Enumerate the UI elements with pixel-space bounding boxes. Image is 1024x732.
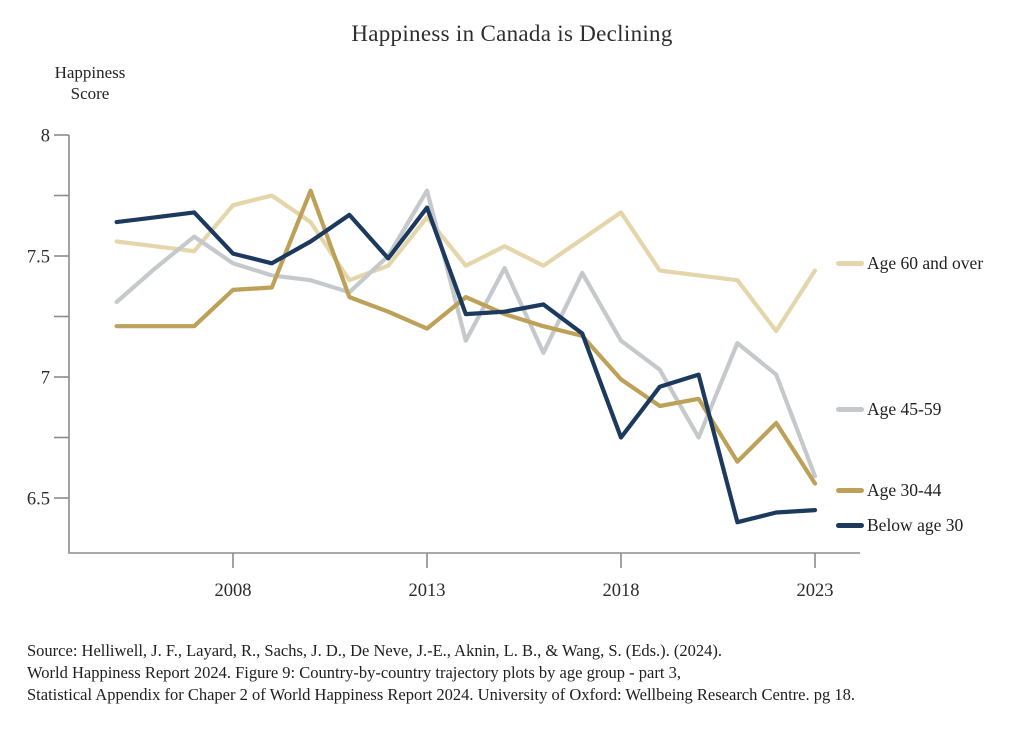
y-tick-label: 6.5 — [27, 490, 50, 510]
legend-item-age-45-59: Age 45-59 — [836, 399, 941, 420]
legend-label-age-60-plus: Age 60 and over — [867, 253, 984, 273]
source-line-1: Source: Helliwell, J. F., Layard, R., Sa… — [27, 641, 722, 660]
legend-item-age-30-44: Age 30-44 — [836, 480, 941, 501]
chart-title: Happiness in Canada is Declining — [351, 21, 673, 46]
source-citation: Source: Helliwell, J. F., Layard, R., Sa… — [27, 640, 855, 706]
series-line-age-30-44 — [114, 188, 818, 486]
legend-label-age-30-44: Age 30-44 — [867, 480, 942, 500]
source-line-3: Statistical Appendix for Chaper 2 of Wor… — [27, 685, 855, 704]
source-line-2: World Happiness Report 2024. Figure 9: C… — [27, 663, 681, 682]
happiness-line-chart: 8 7.5 7 6.5 2008 2013 2018 2023 — [27, 127, 860, 601]
legend-swatch-below-age-30 — [836, 523, 864, 528]
legend-swatch-age-60-plus — [836, 261, 864, 266]
series-line-age-45-59 — [114, 188, 818, 479]
series-line-below-age-30 — [114, 205, 818, 525]
y-axis-label: Happiness Score — [38, 62, 142, 104]
y-tick-label: 7.5 — [27, 248, 50, 268]
y-axis-label-line1: Happiness — [54, 63, 126, 82]
y-axis-label-line2: Score — [70, 84, 110, 103]
series-line-age-60-plus — [114, 193, 818, 334]
x-tick-label: 2018 — [603, 581, 640, 601]
x-tick-label: 2013 — [409, 581, 446, 601]
legend-swatch-age-45-59 — [836, 407, 864, 412]
legend-item-age-60-plus: Age 60 and over — [836, 253, 983, 274]
y-tick-label: 8 — [41, 127, 50, 147]
x-tick-label: 2023 — [797, 581, 834, 601]
legend-label-age-45-59: Age 45-59 — [867, 399, 942, 419]
legend-label-below-age-30: Below age 30 — [867, 515, 964, 535]
y-tick-label: 7 — [41, 369, 50, 389]
axis-spines — [68, 135, 860, 554]
legend-swatch-age-30-44 — [836, 488, 864, 493]
x-tick-label: 2008 — [215, 581, 252, 601]
legend-item-below-age-30: Below age 30 — [836, 515, 963, 536]
